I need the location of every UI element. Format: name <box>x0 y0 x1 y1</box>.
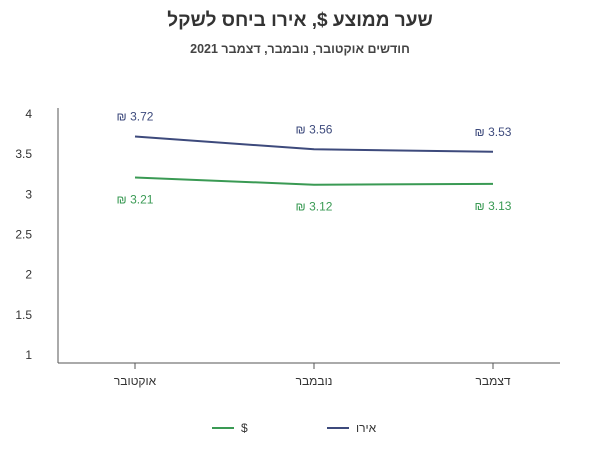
series-line <box>134 176 494 186</box>
chart-series: ₪ 3.72 ₪ 3.56 ₪ 3.53 ₪ 3.21 ₪ 3.12 ₪ 3.13 <box>117 109 512 213</box>
x-axis-ticks: אוקטובר נובמבר דצמבר <box>114 363 511 388</box>
data-label: ₪ 3.56 <box>296 122 333 136</box>
chart-subtitle: חודשים אוקטובר, נובמבר, דצמבר 2021 <box>190 42 410 56</box>
data-label: ₪ 3.72 <box>117 109 154 123</box>
x-tick-label: דצמבר <box>475 374 510 388</box>
data-label: ₪ 3.12 <box>296 200 333 214</box>
series-line <box>134 135 494 153</box>
legend-label-dollar: $ <box>241 421 248 435</box>
series-dollar: ₪ 3.21 ₪ 3.12 ₪ 3.13 <box>117 176 512 214</box>
y-tick-label: 3 <box>25 187 32 201</box>
chart-legend: $ אירו <box>212 421 377 435</box>
x-tick-label: אוקטובר <box>114 374 157 388</box>
y-tick-label: 2.5 <box>15 228 32 242</box>
data-label: ₪ 3.21 <box>117 192 154 206</box>
y-tick-label: 4 <box>25 107 32 121</box>
y-tick-label: 3.5 <box>15 147 32 161</box>
data-label: ₪ 3.13 <box>475 199 512 213</box>
chart-title: שער ממוצע $, אירו ביחס לשקל <box>167 10 433 31</box>
y-tick-label: 1 <box>25 348 32 362</box>
legend-label-euro: אירו <box>356 421 377 435</box>
chart-axes <box>57 108 560 364</box>
y-tick-label: 1.5 <box>15 308 32 322</box>
y-tick-label: 2 <box>25 268 32 282</box>
x-tick-label: נובמבר <box>296 374 333 388</box>
y-axis-ticks: 1 1.5 2 2.5 3 3.5 4 <box>15 107 32 362</box>
data-label: ₪ 3.53 <box>475 125 512 139</box>
series-euro: ₪ 3.72 ₪ 3.56 ₪ 3.53 <box>117 109 512 153</box>
